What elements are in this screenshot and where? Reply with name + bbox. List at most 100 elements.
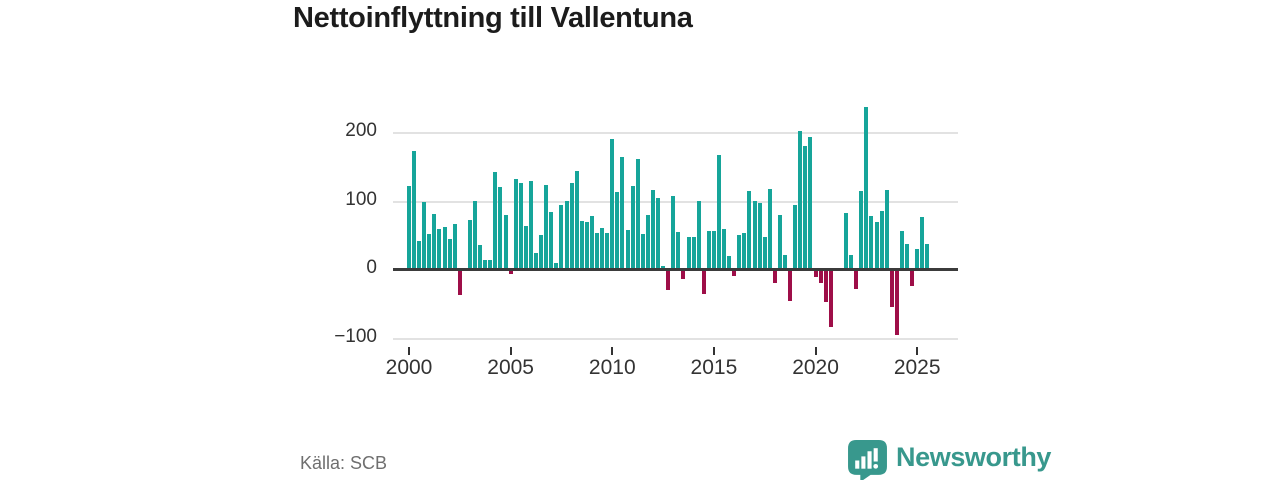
bar-q46-positive	[640, 234, 645, 269]
x-axis-label-2015: 2015	[690, 356, 738, 379]
bar-q21-positive	[513, 179, 518, 269]
x-tick-2015	[712, 347, 715, 355]
bar-q69-positive	[757, 202, 762, 269]
y-axis-label-100: 100	[345, 188, 377, 210]
bar-q32-positive	[569, 183, 574, 269]
bar-q95-negative	[889, 269, 894, 307]
bar-q58-negative	[701, 269, 706, 294]
bar-q48-positive	[650, 189, 655, 269]
y-axis-label-200: 200	[345, 120, 377, 141]
bar-q9-positive	[452, 223, 457, 269]
newsworthy-logo-icon	[848, 440, 887, 480]
bar-q60-positive	[711, 231, 716, 269]
bar-q22-positive	[518, 182, 523, 269]
bar-q41-positive	[615, 192, 620, 269]
bar-q100-positive	[915, 249, 920, 269]
bar-q38-positive	[600, 227, 605, 269]
bar-q29-positive	[554, 262, 559, 269]
bar-q93-positive	[879, 210, 884, 269]
x-axis-label-2010: 2010	[588, 356, 636, 379]
bar-q44-positive	[630, 186, 635, 269]
bar-q70-positive	[762, 236, 767, 269]
bar-q2-positive	[417, 240, 422, 269]
bar-q28-positive	[549, 212, 554, 269]
bar-q24-positive	[528, 180, 533, 269]
bar-q68-positive	[752, 200, 757, 269]
bar-q67-positive	[747, 190, 752, 269]
bar-q79-positive	[808, 137, 813, 269]
bar-q49-positive	[656, 197, 661, 269]
bar-q74-positive	[783, 255, 788, 269]
x-tick-2000	[408, 347, 410, 355]
bar-q72-negative	[772, 269, 777, 284]
bar-q83-negative	[828, 269, 833, 327]
bar-q90-positive	[864, 106, 869, 269]
bar-q10-negative	[457, 269, 462, 296]
bar-q92-positive	[874, 222, 879, 269]
bar-q73-positive	[777, 214, 782, 269]
bar-q57-positive	[696, 201, 701, 269]
bar-q40-positive	[610, 138, 615, 269]
bar-q75-negative	[788, 269, 793, 302]
bar-q86-positive	[844, 212, 849, 269]
gridline-y--100	[393, 337, 958, 340]
bar-q81-negative	[818, 269, 823, 283]
bar-q65-positive	[737, 235, 742, 269]
bar-q1-positive	[412, 151, 417, 269]
x-axis-label-2025: 2025	[893, 356, 941, 379]
bar-q30-positive	[559, 205, 564, 269]
bar-q76-positive	[793, 204, 798, 269]
bar-q27-positive	[544, 184, 549, 269]
bar-q3-positive	[422, 201, 427, 269]
bar-q89-positive	[859, 190, 864, 269]
bar-q13-positive	[473, 200, 478, 269]
bar-q8-positive	[447, 238, 452, 269]
bar-q17-positive	[493, 172, 498, 269]
bar-q82-negative	[823, 269, 828, 302]
bar-q56-positive	[691, 236, 696, 269]
bar-q37-positive	[595, 232, 600, 269]
bar-q51-negative	[666, 269, 671, 290]
bar-q78-positive	[803, 145, 808, 269]
bar-q102-positive	[925, 243, 930, 269]
bar-q88-negative	[854, 269, 859, 289]
bar-q4-positive	[427, 234, 432, 269]
x-tick-2010	[611, 347, 614, 355]
bar-q45-positive	[635, 158, 640, 269]
bar-q5-positive	[432, 213, 437, 269]
bar-q66-positive	[742, 233, 747, 269]
bar-q91-positive	[869, 215, 874, 269]
bar-q61-positive	[717, 154, 721, 269]
x-axis-label-2005: 2005	[487, 356, 534, 379]
bar-q25-positive	[534, 253, 539, 269]
bar-q96-negative	[894, 269, 899, 336]
bar-q94-positive	[884, 189, 889, 269]
bar-q19-positive	[503, 214, 508, 269]
bar-q31-positive	[564, 201, 569, 269]
bar-q33-positive	[574, 171, 579, 269]
x-axis-label-2020: 2020	[792, 356, 839, 379]
bar-q18-positive	[498, 186, 503, 269]
bar-q54-negative	[681, 269, 686, 279]
bar-q63-positive	[727, 255, 732, 269]
bar-q16-positive	[488, 260, 493, 269]
bar-q101-positive	[920, 216, 925, 269]
bar-q39-positive	[605, 233, 610, 269]
x-tick-2025	[916, 347, 919, 355]
bar-q43-positive	[625, 229, 630, 269]
bar-q6-positive	[437, 229, 442, 269]
bar-q62-positive	[722, 228, 727, 269]
bar-q36-positive	[589, 215, 594, 269]
x-axis-label-2000: 2000	[385, 356, 433, 379]
bar-q26-positive	[539, 235, 544, 269]
bar-q87-positive	[849, 254, 854, 269]
bar-q59-positive	[706, 231, 711, 269]
bar-q64-negative	[732, 269, 737, 276]
bar-q12-positive	[467, 220, 472, 269]
x-tick-2005	[509, 347, 512, 355]
bar-q77-positive	[798, 130, 803, 269]
chart-title: Nettoinflyttning till Vallentuna	[293, 2, 693, 34]
y-axis-label-0: 0	[366, 257, 377, 278]
bar-q15-positive	[483, 260, 488, 269]
